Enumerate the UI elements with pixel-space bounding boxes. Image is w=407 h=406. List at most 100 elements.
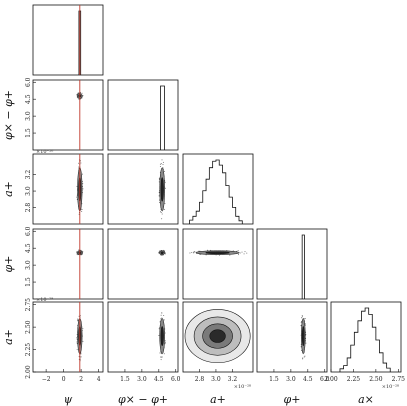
density-point [161,213,163,215]
density-point [78,166,80,168]
panel-ap-vs-phix_minus_phip [107,153,179,225]
y-axis-label: φ× − φ+ [2,90,15,140]
density-point [164,343,166,345]
density-point [82,188,84,190]
density-point [80,162,82,164]
x-axis-label: φ+ [284,393,301,406]
density-point [161,254,163,256]
density-point [164,250,166,252]
panel-ax-vs-phix_minus_phip [107,301,179,373]
density-point [161,356,163,358]
density-point [81,210,83,212]
density-point [161,312,163,314]
density-point [158,335,160,337]
density-point [161,159,163,161]
x-tick-label: 3.0 [137,376,147,383]
x-tick-label: 6.0 [171,376,181,383]
density-point [300,322,302,324]
y-tick-label: 3.2 [25,170,32,180]
histogram-ax [339,307,391,372]
density-point [301,317,303,319]
panel-frame [256,301,328,373]
density-point [78,98,80,100]
density-point [76,320,78,322]
density-point [76,185,78,187]
density-point [159,352,161,354]
y-tick-label: 2.25 [25,343,32,357]
y-tick-label: 2.8 [25,203,32,213]
density-point [76,251,78,253]
density-point [237,250,239,252]
density-point [164,208,166,210]
panel-phix_minus_phip-vs-psi [32,79,104,151]
panel-frame [107,153,179,225]
density-point [189,252,191,254]
x-tick-label: 2.8 [195,376,205,383]
x-tick-label: 1.5 [120,376,130,383]
density-point [82,95,84,97]
contour-level [160,251,164,255]
x-tick-label: 2.75 [392,376,406,383]
x-tick-label: 6.0 [320,376,330,383]
x-tick-label: 2 [79,376,83,383]
y-tick-label: 4.5 [25,243,32,253]
panel-phip-vs-ap [182,228,254,300]
density-point [304,318,306,320]
density-point [77,319,79,321]
density-point [159,202,161,204]
density-point [76,341,78,343]
density-point [158,251,160,253]
density-point [160,314,162,316]
density-point [164,340,166,342]
density-point [81,92,83,94]
x-tick-label: 3.0 [286,376,296,383]
density-point [305,342,307,344]
density-point [77,92,79,94]
density-point [82,328,84,330]
density-point [160,357,162,359]
panel-frame [182,153,254,225]
panel-phip-vs-phip [256,228,328,300]
density-point [163,319,165,321]
x-axis-label: φ× − φ+ [118,393,168,406]
density-point [194,251,196,253]
density-point [163,353,165,355]
y-axis-label: a+ [2,329,15,345]
panel-ax-vs-ap [182,301,254,373]
panel-frame [107,79,179,151]
y-axis-label: a+ [2,181,15,197]
density-point [158,195,160,197]
y-tick-label: 3.0 [25,260,32,270]
x-axis-label: a+ [210,393,226,406]
y-tick-label: 1.5 [25,277,32,287]
y-offset-label: ×10⁻²⁸ [36,297,53,303]
density-point [82,173,84,175]
density-point [76,349,78,351]
density-point [164,187,166,189]
density-point [160,211,162,213]
contour-level [301,326,305,347]
density-point [241,251,243,253]
x-tick-label: 4 [97,376,101,383]
x-offset-label: ×10⁻²⁸ [382,384,399,390]
panel-phix_minus_phip-vs-phix_minus_phip [107,79,179,151]
density-point [164,182,166,184]
density-point [160,318,162,320]
density-point [243,253,245,255]
panel-frame [32,79,104,151]
density-point [82,340,84,342]
panel-frame [32,301,104,373]
x-tick-label: 3.2 [228,376,238,383]
density-point [162,163,164,165]
density-point [158,181,160,183]
x-tick-label: 0 [62,376,66,383]
y-tick-label: 6.0 [25,226,32,236]
y-tick-label: 2.50 [25,320,32,334]
density-point [80,353,82,355]
density-point [81,208,83,210]
contour-level [160,177,164,202]
x-axis-label: a× [358,393,374,406]
density-point [160,211,162,213]
y-tick-label: 6.0 [25,77,32,87]
